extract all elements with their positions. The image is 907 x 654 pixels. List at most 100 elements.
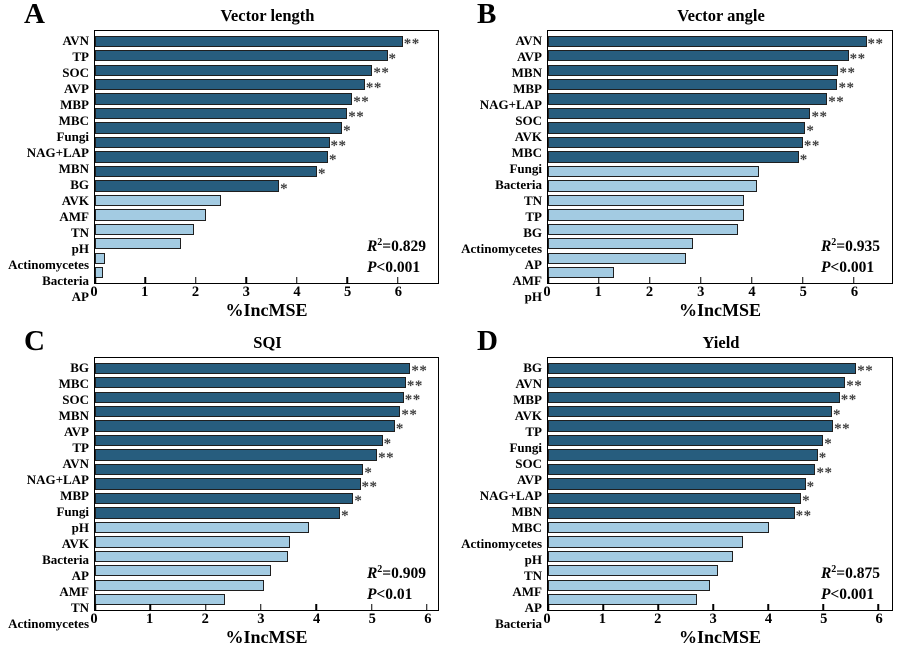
- x-axis-label: %IncMSE: [225, 627, 308, 647]
- category-label: AVK: [514, 129, 542, 144]
- bar-row: **: [95, 106, 438, 124]
- category-label: Bacteria: [42, 552, 89, 567]
- stats-p-value: <0.01: [376, 586, 413, 603]
- category-label: SOC: [515, 456, 542, 471]
- category-label: SOC: [62, 392, 89, 407]
- category-label: Actinomycetes: [461, 536, 542, 551]
- category-label: Fungi: [509, 161, 542, 176]
- bar-row: [548, 179, 892, 193]
- bar-avk: [548, 406, 832, 418]
- bar-actinomycetes: [95, 594, 225, 606]
- bar-row: **: [95, 135, 438, 153]
- category-label: AMF: [59, 209, 89, 224]
- bar-row: [548, 549, 892, 563]
- category-labels: AVN AVP MBN MBP NAG+LAP SOC AVK MBC Fungi Bacteri…: [453, 30, 547, 304]
- category-label: MBP: [60, 488, 89, 503]
- stats-r2-value: =0.829: [382, 238, 426, 255]
- bar-row: *: [548, 448, 892, 466]
- plot-frame: ** * ** ** ** ** * ** * * * R2=0.829 P<0.001: [94, 30, 439, 284]
- stats-p: P<0.01: [367, 584, 426, 605]
- category-label: MBN: [58, 408, 89, 423]
- category-label: AVP: [63, 81, 89, 96]
- bar-amf: [95, 194, 222, 207]
- stats-p-value: <0.001: [830, 259, 875, 276]
- bar-row: **: [548, 92, 892, 110]
- stats-p-symbol: P: [820, 259, 831, 276]
- axis-tick-label: 4: [748, 284, 756, 300]
- panel-title: Vector angle: [677, 6, 765, 25]
- bar-row: **: [548, 462, 892, 480]
- bar-row: **: [95, 77, 438, 95]
- axis-tick-label: 5: [368, 611, 376, 627]
- panel-letter: A: [24, 0, 45, 30]
- axis-tick-label: 2: [645, 284, 654, 300]
- panel-letter: D: [477, 327, 498, 357]
- axis-tick-labels: 0 1 2 3 4 5 6: [543, 284, 893, 302]
- bar-nag-lap: [548, 93, 828, 105]
- x-axis-label: %IncMSE: [678, 627, 761, 647]
- axis-tick-label: 3: [709, 611, 717, 627]
- category-label: pH: [71, 241, 89, 256]
- axis-tick-label: 2: [654, 611, 662, 627]
- bar-avk: [95, 521, 309, 534]
- axis-tick-label: 5: [820, 611, 828, 627]
- category-label: AVP: [516, 49, 542, 64]
- bar-soc: [95, 391, 404, 403]
- axis-tick-label: 1: [598, 611, 606, 627]
- axis-tick-label: 3: [257, 611, 265, 627]
- category-label: NAG+LAP: [26, 472, 89, 487]
- stats-annotation: R2=0.875 P<0.001: [821, 559, 880, 605]
- bar-mbn: [95, 406, 401, 418]
- plot-frame: ** ** ** ** ** ** * ** * R2=0.935 P<0.001: [547, 30, 893, 284]
- bar-row: **: [548, 106, 892, 124]
- stats-r2-value: =0.935: [836, 238, 880, 255]
- bar-row: [548, 266, 892, 280]
- x-axis-label: %IncMSE: [678, 300, 761, 320]
- bar-row: [95, 564, 438, 578]
- bar-tp: [95, 50, 388, 62]
- category-label: NAG+LAP: [26, 145, 89, 160]
- category-labels: AVN TP SOC AVP MBP MBC Fungi NAG+LAP MBN BG AVK AMF…: [0, 30, 94, 304]
- category-label: MBC: [58, 376, 89, 391]
- axis-tick-label: 4: [312, 611, 321, 627]
- stats-r-symbol: R: [820, 238, 832, 255]
- axis-tick-label: 6: [424, 611, 432, 627]
- bar-row: [548, 593, 892, 607]
- category-label: AVN: [62, 456, 90, 471]
- category-label: AVN: [515, 33, 543, 48]
- category-label: AP: [524, 600, 542, 615]
- category-label: Fungi: [56, 504, 89, 519]
- bar-row: [95, 222, 438, 236]
- stats-r2-value: =0.909: [382, 565, 426, 582]
- stats-p-value: <0.001: [830, 586, 875, 603]
- stats-r-symbol: R: [366, 565, 378, 582]
- axis-tick-label: 2: [201, 611, 209, 627]
- panel-title: SQI: [253, 333, 282, 352]
- bar-row: **: [95, 390, 438, 408]
- category-label: TN: [70, 600, 89, 615]
- bar-row: **: [95, 361, 438, 379]
- bar-row: *: [95, 150, 438, 167]
- axis-tick-label: 2: [191, 284, 200, 300]
- bar-row: [95, 549, 438, 563]
- bar-amf: [548, 565, 718, 577]
- bar-tn: [548, 550, 733, 562]
- axis-tick-label: 3: [697, 284, 705, 300]
- category-label: pH: [524, 552, 542, 567]
- bar-soc: [548, 449, 818, 461]
- bar-row: [95, 208, 438, 222]
- bar-mbc: [95, 107, 348, 120]
- category-label: BG: [523, 360, 542, 375]
- bar-ap: [95, 550, 288, 562]
- axis-tick-label: 6: [875, 611, 883, 627]
- bar-row: **: [548, 77, 892, 95]
- bar-soc: [548, 107, 811, 120]
- stats-r-symbol: R: [366, 238, 378, 255]
- bar-row: [548, 535, 892, 549]
- category-label: Actinomycetes: [8, 257, 89, 272]
- axis-tick-label: 3: [242, 284, 250, 300]
- bar-row: **: [95, 63, 438, 81]
- panel-letter: C: [24, 327, 45, 357]
- bar-row: *: [548, 433, 892, 451]
- stats-annotation: R2=0.909 P<0.01: [367, 559, 426, 605]
